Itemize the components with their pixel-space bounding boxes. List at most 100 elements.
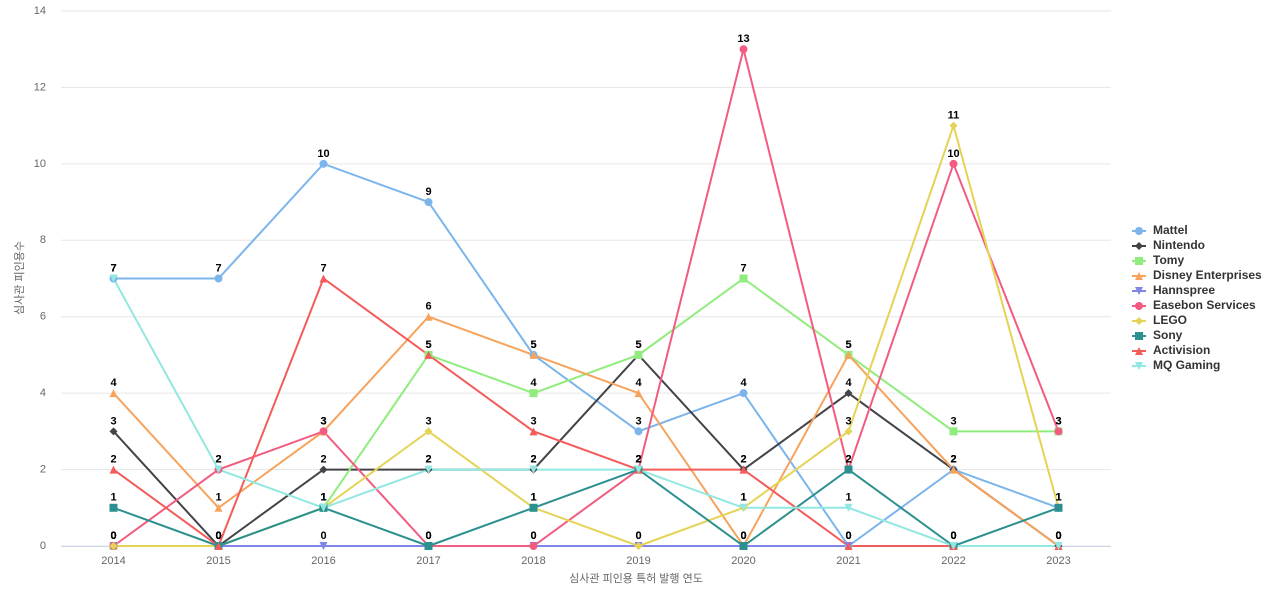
data-label: 0 bbox=[740, 530, 746, 542]
marker bbox=[529, 350, 538, 359]
data-label: 0 bbox=[110, 530, 116, 542]
data-label: 0 bbox=[215, 530, 221, 542]
marker bbox=[109, 542, 118, 550]
marker bbox=[949, 542, 958, 550]
data-label: 1 bbox=[320, 492, 326, 504]
data-label: 3 bbox=[425, 415, 431, 427]
x-tick-label: 2017 bbox=[416, 555, 440, 567]
data-label: 0 bbox=[635, 530, 641, 542]
marker bbox=[1054, 542, 1063, 550]
data-label: 0 bbox=[950, 530, 956, 542]
data-label: 1 bbox=[320, 492, 326, 504]
marker bbox=[844, 389, 853, 398]
data-label: 7 bbox=[110, 262, 116, 274]
data-label: 5 bbox=[425, 339, 431, 351]
data-label: 3 bbox=[320, 415, 326, 427]
data-label: 0 bbox=[110, 530, 116, 542]
data-label: 7 bbox=[320, 262, 326, 274]
data-label: 0 bbox=[740, 530, 746, 542]
data-label: 0 bbox=[320, 530, 326, 542]
data-label: 2 bbox=[845, 453, 851, 465]
data-label: 3 bbox=[530, 415, 536, 427]
marker bbox=[949, 159, 958, 168]
data-label: 2 bbox=[635, 453, 641, 465]
data-label: 0 bbox=[215, 530, 221, 542]
marker bbox=[319, 274, 328, 283]
legend-item: Mattel bbox=[1132, 223, 1188, 237]
data-label: 0 bbox=[950, 530, 956, 542]
data-label: 0 bbox=[1055, 530, 1061, 542]
legend-label: Easebon Services bbox=[1153, 298, 1256, 312]
data-label: 0 bbox=[1055, 530, 1061, 542]
data-label: 3 bbox=[845, 415, 851, 427]
series-line bbox=[113, 468, 1059, 548]
data-label: 2 bbox=[110, 453, 116, 465]
data-label: 0 bbox=[425, 530, 431, 542]
marker bbox=[1054, 503, 1063, 512]
series-line bbox=[112, 48, 1060, 547]
marker bbox=[319, 465, 328, 474]
legend-marker bbox=[1135, 257, 1143, 265]
legend-item: Sony bbox=[1132, 328, 1183, 342]
data-label: 2 bbox=[740, 453, 746, 465]
marker bbox=[739, 465, 748, 474]
x-tick-label: 2015 bbox=[206, 555, 230, 567]
legend-item: Disney Enterprises bbox=[1132, 268, 1262, 282]
data-label: 3 bbox=[110, 415, 116, 427]
legend-marker bbox=[1135, 242, 1143, 250]
data-label: 11 bbox=[948, 110, 960, 122]
marker bbox=[424, 198, 433, 207]
data-label: 10 bbox=[317, 148, 329, 160]
marker bbox=[529, 465, 538, 474]
data-label: 1 bbox=[320, 492, 326, 504]
legend-label: Disney Enterprises bbox=[1153, 268, 1262, 282]
data-label: 4 bbox=[635, 377, 642, 389]
x-tick-label: 2020 bbox=[731, 555, 755, 567]
x-tick-label: 2021 bbox=[836, 555, 860, 567]
marker bbox=[319, 542, 328, 550]
data-label: 4 bbox=[110, 377, 117, 389]
y-tick-label: 4 bbox=[40, 387, 46, 399]
x-tick-label: 2016 bbox=[311, 555, 335, 567]
y-tick-label: 2 bbox=[40, 463, 46, 475]
marker bbox=[529, 389, 538, 398]
marker bbox=[739, 274, 748, 283]
legend-label: Tomy bbox=[1153, 253, 1184, 267]
data-label: 0 bbox=[215, 530, 221, 542]
legend-item: Activision bbox=[1132, 343, 1210, 357]
x-tick-label: 2018 bbox=[521, 555, 545, 567]
data-label: 1 bbox=[845, 492, 851, 504]
data-label: 1 bbox=[320, 492, 326, 504]
marker bbox=[844, 350, 853, 359]
marker bbox=[949, 465, 958, 474]
data-label: 9 bbox=[425, 186, 431, 198]
data-label: 2 bbox=[635, 453, 641, 465]
series-line bbox=[112, 353, 1060, 548]
data-label: 0 bbox=[1055, 530, 1061, 542]
marker bbox=[739, 542, 748, 550]
marker bbox=[844, 542, 853, 550]
data-label: 0 bbox=[845, 530, 851, 542]
marker bbox=[109, 274, 118, 283]
data-label: 3 bbox=[1055, 415, 1061, 427]
series-line bbox=[112, 276, 1059, 548]
marker bbox=[634, 427, 643, 436]
marker bbox=[634, 465, 643, 474]
data-label: 0 bbox=[845, 530, 851, 542]
legend-marker bbox=[1135, 272, 1143, 280]
data-label: 1 bbox=[530, 492, 536, 504]
marker bbox=[529, 542, 538, 550]
data-label: 0 bbox=[530, 530, 536, 542]
data-label: 2 bbox=[950, 453, 956, 465]
y-tick-label: 8 bbox=[40, 234, 46, 246]
data-label: 5 bbox=[635, 339, 641, 351]
data-label: 5 bbox=[530, 339, 536, 351]
data-label: 1 bbox=[215, 492, 221, 504]
legend-marker bbox=[1135, 332, 1143, 340]
data-label: 5 bbox=[530, 339, 536, 351]
legend-item: MQ Gaming bbox=[1132, 358, 1220, 372]
marker bbox=[319, 427, 328, 436]
data-label: 0 bbox=[635, 530, 641, 542]
legend-label: LEGO bbox=[1153, 313, 1187, 327]
data-label: 3 bbox=[635, 415, 641, 427]
